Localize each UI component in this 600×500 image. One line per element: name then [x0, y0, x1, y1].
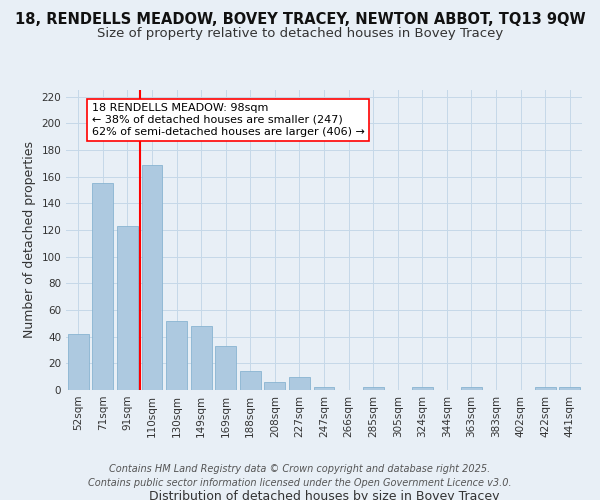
Bar — [535, 388, 556, 390]
Y-axis label: Number of detached properties: Number of detached properties — [23, 142, 36, 338]
Bar — [215, 346, 236, 390]
Text: 18, RENDELLS MEADOW, BOVEY TRACEY, NEWTON ABBOT, TQ13 9QW: 18, RENDELLS MEADOW, BOVEY TRACEY, NEWTO… — [14, 12, 586, 28]
Bar — [265, 382, 286, 390]
Text: 18 RENDELLS MEADOW: 98sqm
← 38% of detached houses are smaller (247)
62% of semi: 18 RENDELLS MEADOW: 98sqm ← 38% of detac… — [92, 104, 365, 136]
Bar — [117, 226, 138, 390]
Bar — [142, 164, 163, 390]
Text: Contains HM Land Registry data © Crown copyright and database right 2025.
Contai: Contains HM Land Registry data © Crown c… — [88, 464, 512, 487]
Bar — [412, 388, 433, 390]
Bar — [461, 388, 482, 390]
Bar — [68, 334, 89, 390]
Bar — [559, 388, 580, 390]
X-axis label: Distribution of detached houses by size in Bovey Tracey: Distribution of detached houses by size … — [149, 490, 499, 500]
Bar — [314, 388, 334, 390]
Bar — [240, 372, 261, 390]
Bar — [362, 388, 383, 390]
Bar — [166, 320, 187, 390]
Bar — [92, 184, 113, 390]
Bar — [289, 376, 310, 390]
Bar — [191, 326, 212, 390]
Text: Size of property relative to detached houses in Bovey Tracey: Size of property relative to detached ho… — [97, 28, 503, 40]
